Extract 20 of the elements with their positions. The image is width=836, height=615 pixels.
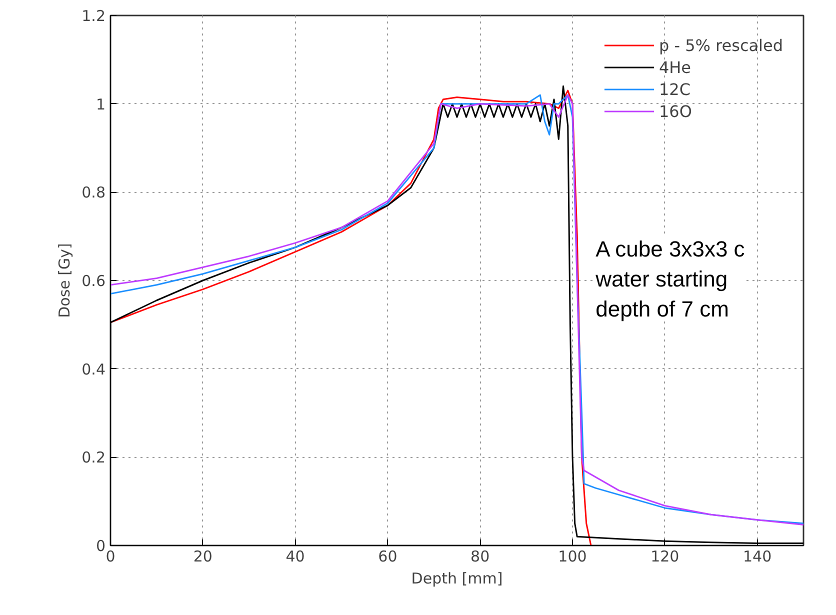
y-tick-label: 0.6: [82, 272, 106, 290]
y-tick-label: 0.8: [82, 184, 106, 202]
x-axis-title: Depth [mm]: [411, 570, 503, 588]
x-tick-label: 60: [378, 548, 398, 566]
x-tick-label: 20: [193, 548, 212, 566]
y-tick-label: 0.4: [82, 360, 106, 378]
legend-label: p - 5% rescaled: [658, 36, 783, 54]
x-tick-label: 100: [558, 548, 587, 566]
x-tick-label: 120: [650, 548, 680, 566]
y-tick-label: 1.2: [82, 7, 106, 25]
annotation: A cube 3x3x3 c water starting depth of 7 cm: [594, 236, 745, 322]
x-tick-label: 40: [286, 548, 305, 566]
legend-label: 4He: [658, 58, 692, 76]
y-axis-title: Dose [Gy]: [56, 243, 74, 318]
x-tick-label: 140: [742, 548, 772, 566]
legend-label: 12C: [658, 80, 690, 98]
legend-label: 16O: [658, 102, 692, 120]
x-tick-label: 80: [470, 548, 490, 566]
y-tick-label: 0.2: [82, 448, 106, 467]
y-tick-label: 1: [96, 95, 106, 114]
